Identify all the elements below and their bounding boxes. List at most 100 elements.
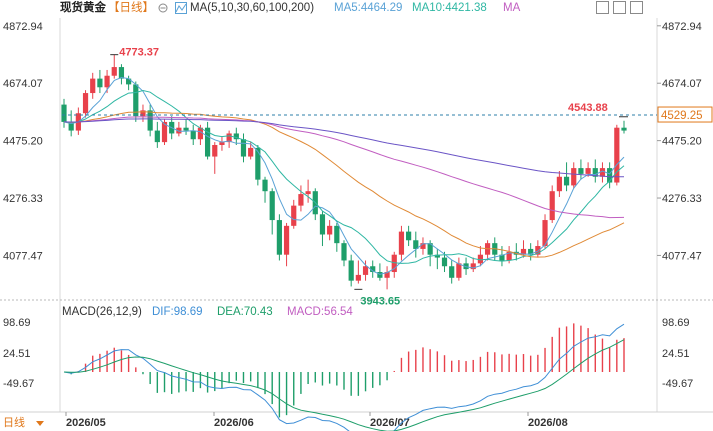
macd-tick-right-0: 98.69 [662, 317, 690, 329]
candle [154, 121, 160, 148]
candle [327, 220, 333, 241]
candle-body [68, 121, 74, 131]
chart-type-icon[interactable] [175, 2, 187, 14]
candle [190, 124, 196, 146]
candle-body [441, 257, 448, 267]
last-price-box [657, 106, 713, 123]
candle [477, 246, 484, 267]
candle-body [262, 179, 268, 192]
ma10-value: MA10:4421.38 [412, 2, 487, 14]
indicator-settings-icon[interactable] [158, 3, 168, 13]
candle [621, 120, 627, 134]
candle-body [563, 176, 570, 186]
y-tick-right-4: 4077.47 [662, 250, 702, 262]
recent-high-label: 4543.88 [568, 102, 608, 114]
candle-body [233, 133, 239, 140]
candle [362, 260, 369, 281]
y-tick-left-2: 4475.20 [3, 136, 43, 148]
candle [377, 263, 383, 281]
candle [118, 64, 125, 85]
candle-body [520, 248, 527, 255]
dif-line [63, 323, 625, 431]
candle [449, 260, 455, 284]
candle-body [197, 127, 204, 140]
low-label: 3943.65 [360, 295, 400, 307]
y-tick-left-0: 4872.94 [3, 21, 43, 33]
candle [406, 225, 412, 247]
candle-body [248, 147, 254, 157]
candle-body [434, 254, 440, 258]
candle [434, 248, 440, 270]
candle-body [204, 127, 211, 157]
candle [391, 251, 397, 278]
candle-body [499, 254, 505, 261]
candle [176, 121, 182, 137]
candle-body [614, 127, 620, 183]
candle-body [97, 78, 103, 88]
macd-tick-left-2: -49.67 [3, 378, 34, 390]
candle [563, 162, 570, 192]
grid-icon[interactable] [596, 1, 609, 14]
candle-body [470, 263, 476, 270]
candle [226, 130, 232, 148]
last-price-label: 4529.25 [661, 110, 703, 122]
expand-icon[interactable] [630, 1, 643, 14]
candle [233, 127, 239, 146]
candle-body [456, 263, 462, 278]
candle-body [305, 191, 311, 195]
candle-body [341, 243, 347, 261]
macd-dea: DEA:70.43 [217, 306, 273, 318]
candle [262, 176, 268, 203]
candle-body [82, 93, 89, 114]
ma30-line [63, 111, 625, 258]
candle-body [176, 127, 182, 134]
candle [240, 133, 247, 163]
candle-body [61, 104, 67, 122]
candle [341, 240, 347, 267]
candle [334, 222, 340, 252]
candle [384, 266, 390, 290]
ma5-line [63, 76, 625, 275]
candle-body [90, 78, 96, 94]
candle [370, 260, 376, 278]
candle-body [506, 251, 512, 261]
candle-body [154, 130, 160, 143]
ma-label: MA(5,10,30,60,100,200) [190, 2, 315, 14]
candle-body [161, 121, 168, 143]
candle [82, 90, 89, 118]
candle-body [183, 127, 189, 131]
candle [219, 136, 225, 151]
candle-body [599, 168, 606, 177]
candle-body [327, 225, 333, 235]
candle-body [355, 274, 361, 281]
candle-body [298, 194, 304, 206]
candle [571, 162, 577, 189]
candle [528, 243, 534, 261]
x-tick-1: 2026/06 [214, 417, 254, 429]
candle-body [607, 168, 613, 183]
candle-body [219, 142, 225, 146]
period-selector[interactable]: 【日线】 [108, 2, 154, 14]
macd-tick-right-1: 24.51 [662, 348, 690, 360]
candle-body [212, 145, 218, 157]
ma5-value: MA5:4464.29 [334, 2, 403, 14]
close-icon[interactable] [613, 1, 626, 14]
ma-more: MA [503, 2, 521, 14]
candle-body [276, 220, 282, 255]
candle [420, 237, 426, 255]
candle-body [226, 133, 232, 143]
candle-body [362, 266, 369, 275]
candle-body [377, 272, 383, 278]
footer-period[interactable]: 日线 [3, 417, 25, 429]
candle-body [391, 254, 397, 273]
candle-body [118, 67, 125, 79]
candle [542, 214, 548, 249]
candle-body [535, 246, 541, 255]
candle [614, 124, 620, 186]
candle [556, 170, 562, 197]
candle [212, 142, 218, 174]
candle [456, 257, 462, 281]
candle-body [413, 240, 419, 249]
candle [470, 257, 476, 273]
macd-value: MACD:56.54 [287, 306, 353, 318]
